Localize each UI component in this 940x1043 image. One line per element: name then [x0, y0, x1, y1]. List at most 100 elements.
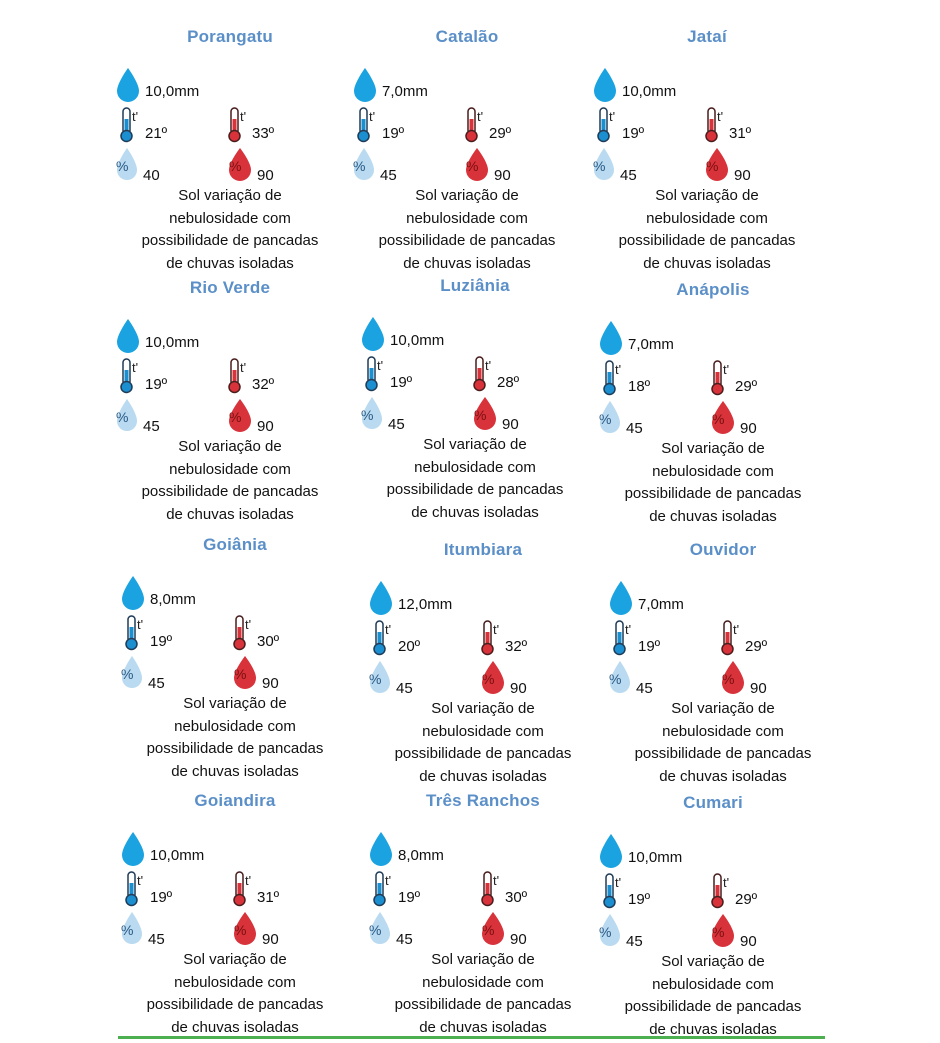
city-forecast-card: Jataí 10,0mm t' 19º t' 31º % 45 % 90: [592, 27, 822, 277]
forecast-description: Sol variação de nebulosidade com possibi…: [358, 949, 608, 1039]
svg-text:t': t': [385, 622, 391, 637]
temperature-max: 30º: [257, 633, 280, 650]
temperature-min: 20º: [398, 638, 421, 655]
humidity-max: 90: [510, 931, 527, 948]
city-name: Luziânia: [440, 276, 510, 295]
description-line: de chuvas isoladas: [649, 507, 777, 525]
thermometer-max-icon: t': [711, 360, 729, 396]
humidity-max-icon: %: [482, 912, 504, 945]
humidity-min: 45: [148, 931, 165, 948]
humidity-max: 90: [502, 416, 519, 433]
city-name: Cumari: [683, 793, 743, 812]
humidity-max: 90: [740, 420, 757, 437]
humidity-min-icon: %: [121, 912, 142, 944]
city-forecast-card: Itumbiara 12,0mm t' 20º t' 32º % 45 %: [368, 540, 598, 790]
rain-amount: 10,0mm: [145, 83, 200, 100]
svg-text:t': t': [723, 875, 729, 890]
svg-text:%: %: [121, 922, 133, 938]
rain-amount: 7,0mm: [382, 83, 428, 100]
bottom-divider: [118, 1036, 825, 1039]
humidity-min-icon: %: [116, 148, 137, 180]
description-line: nebulosidade com: [169, 209, 291, 227]
humidity-min: 45: [396, 680, 413, 697]
city-name: Catalão: [435, 27, 499, 46]
humidity-max: 90: [510, 680, 527, 697]
thermometer-min-icon: t': [603, 873, 621, 909]
thermometer-max-icon: t': [233, 615, 251, 651]
svg-text:t': t': [615, 875, 621, 890]
temperature-max: 31º: [729, 125, 752, 142]
description-line: possibilidade de pancadas: [394, 996, 572, 1013]
svg-text:%: %: [474, 407, 486, 423]
svg-text:t': t': [245, 617, 251, 632]
humidity-max: 90: [494, 167, 511, 184]
svg-text:%: %: [609, 671, 621, 687]
city-forecast-card: Catalão 7,0mm t' 19º t' 29º % 45 % 90: [352, 27, 582, 277]
rain-drop-icon: [362, 317, 384, 351]
rain-drop-icon: [117, 68, 139, 102]
city-name: Ouvidor: [689, 540, 757, 559]
temperature-max: 28º: [497, 374, 520, 391]
rain-amount: 7,0mm: [628, 336, 674, 353]
rain-drop-icon: [370, 581, 392, 615]
city-name: Porangatu: [187, 27, 273, 46]
description-line: possibilidade de pancadas: [394, 745, 572, 762]
thermometer-min-icon: t': [373, 620, 391, 656]
humidity-min-icon: %: [361, 397, 382, 429]
description-line: possibilidade de pancadas: [634, 745, 812, 762]
thermometer-min-icon: t': [125, 871, 143, 907]
humidity-max: 90: [257, 167, 274, 184]
temperature-max: 29º: [489, 125, 512, 142]
temperature-min: 19º: [638, 638, 661, 655]
humidity-max-icon: %: [712, 401, 734, 434]
description-line: de chuvas isoladas: [643, 254, 771, 272]
temperature-max: 33º: [252, 125, 275, 142]
humidity-min-icon: %: [599, 401, 620, 433]
svg-text:%: %: [712, 924, 724, 940]
forecast-description: Sol variação de nebulosidade com possibi…: [358, 698, 608, 788]
svg-text:t': t': [132, 360, 138, 375]
humidity-max-icon: %: [474, 397, 496, 430]
thermometer-max-icon: t': [465, 107, 483, 143]
rain-drop-icon: [600, 834, 622, 868]
humidity-max-icon: %: [229, 399, 251, 432]
description-line: Sol variação de: [671, 700, 775, 717]
thermometer-max-icon: t': [721, 620, 739, 656]
city-forecast-card: Anápolis 7,0mm t' 18º t' 29º % 45 % 90: [598, 280, 828, 530]
description-line: de chuvas isoladas: [411, 503, 539, 521]
description-line: Sol variação de: [661, 440, 765, 457]
svg-text:%: %: [234, 922, 246, 938]
description-line: Sol variação de: [183, 695, 287, 712]
city-forecast-card: Três Ranchos 8,0mm t' 19º t' 30º % 45 %: [368, 791, 598, 1041]
description-line: nebulosidade com: [174, 717, 296, 735]
temperature-min: 19º: [382, 125, 405, 142]
humidity-min: 45: [620, 167, 637, 184]
svg-text:%: %: [593, 158, 605, 174]
temperature-min: 19º: [390, 374, 413, 391]
temperature-max: 29º: [735, 378, 758, 395]
description-line: possibilidade de pancadas: [141, 483, 319, 500]
description-line: possibilidade de pancadas: [386, 481, 564, 498]
forecast-description: Sol variação de nebulosidade com possibi…: [105, 436, 355, 526]
svg-text:%: %: [599, 411, 611, 427]
thermometer-min-icon: t': [357, 107, 375, 143]
svg-text:%: %: [361, 407, 373, 423]
svg-text:t': t': [137, 873, 143, 888]
svg-text:t': t': [615, 362, 621, 377]
svg-text:%: %: [712, 411, 724, 427]
city-name: Goiandira: [194, 791, 276, 810]
svg-text:%: %: [369, 671, 381, 687]
rain-drop-icon: [594, 68, 616, 102]
humidity-min-icon: %: [353, 148, 374, 180]
rain-drop-icon: [117, 319, 139, 353]
forecast-description: Sol variação de nebulosidade com possibi…: [350, 434, 600, 524]
description-line: possibilidade de pancadas: [141, 232, 319, 249]
city-forecast-card: Porangatu 10,0mm t' 21º t' 33º % 40 %: [115, 27, 345, 277]
temperature-min: 19º: [622, 125, 645, 142]
description-line: nebulosidade com: [652, 462, 774, 480]
city-name: Goiânia: [203, 535, 267, 554]
description-line: nebulosidade com: [652, 975, 774, 993]
svg-text:%: %: [234, 666, 246, 682]
temperature-max: 29º: [745, 638, 768, 655]
svg-text:%: %: [466, 158, 478, 174]
